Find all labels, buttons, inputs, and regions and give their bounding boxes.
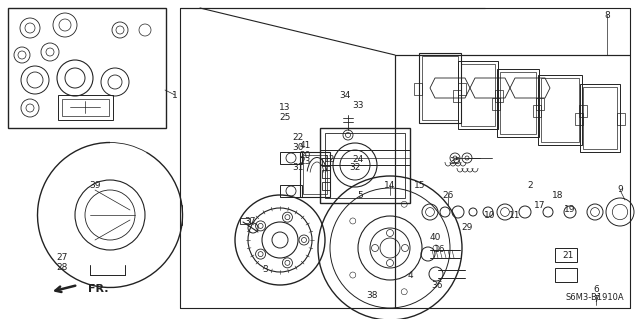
Bar [280, 152, 302, 164]
Text: 6: 6 [593, 286, 599, 294]
Text: 32: 32 [349, 164, 361, 173]
Text: 41: 41 [300, 140, 310, 150]
Text: 7: 7 [593, 295, 599, 305]
Bar [320, 150, 410, 165]
Bar [458, 61, 498, 129]
Bar [62, 99, 109, 116]
Text: 15: 15 [414, 181, 426, 189]
Text: S6M3-B1910A: S6M3-B1910A [565, 293, 623, 302]
Bar [414, 83, 422, 95]
Text: 18: 18 [552, 190, 564, 199]
Text: 38: 38 [366, 291, 378, 300]
Bar [322, 170, 330, 178]
Bar [322, 158, 330, 166]
Text: 33: 33 [352, 100, 364, 109]
Text: 25: 25 [279, 114, 291, 122]
Bar [322, 182, 330, 190]
Text: 22: 22 [292, 133, 303, 143]
Text: 34: 34 [339, 91, 351, 100]
Text: 27: 27 [56, 254, 68, 263]
Text: 19: 19 [564, 205, 576, 214]
Text: 31: 31 [292, 164, 304, 173]
Bar [453, 90, 461, 102]
Text: 36: 36 [431, 280, 443, 290]
Text: 29: 29 [461, 224, 473, 233]
Text: 21: 21 [563, 250, 573, 259]
Text: 37: 37 [244, 218, 256, 226]
Bar [497, 69, 539, 137]
Bar [300, 152, 330, 197]
Text: 26: 26 [442, 190, 454, 199]
Bar [280, 185, 302, 197]
Text: 35: 35 [449, 158, 461, 167]
Text: 4: 4 [407, 271, 413, 279]
Bar [461, 64, 495, 126]
Bar [579, 105, 587, 117]
Bar [495, 90, 503, 102]
Bar [492, 98, 500, 110]
Bar [500, 72, 536, 134]
Text: 11: 11 [509, 211, 521, 219]
Bar [538, 75, 582, 145]
Bar [575, 113, 583, 125]
Bar [320, 128, 410, 203]
Text: 20: 20 [300, 151, 310, 160]
Bar [583, 87, 617, 149]
Text: 40: 40 [429, 234, 441, 242]
Bar [240, 218, 250, 224]
Bar [419, 53, 461, 123]
Text: 10: 10 [484, 211, 496, 219]
Text: 16: 16 [435, 246, 445, 255]
Bar [541, 78, 579, 142]
Text: 13: 13 [279, 103, 291, 113]
Text: 24: 24 [353, 155, 364, 165]
Text: FR.: FR. [88, 284, 109, 294]
Text: 39: 39 [89, 181, 100, 189]
Bar [555, 248, 577, 262]
Bar [58, 95, 113, 120]
Text: 17: 17 [534, 201, 546, 210]
Text: 28: 28 [56, 263, 68, 272]
Bar [580, 84, 620, 152]
Bar [555, 268, 577, 282]
Bar [422, 56, 458, 120]
Bar [325, 133, 405, 198]
Bar [458, 83, 466, 95]
Bar [533, 105, 541, 117]
Text: 23: 23 [300, 158, 310, 167]
Text: 8: 8 [604, 11, 610, 19]
Text: 3: 3 [262, 265, 268, 275]
Text: 2: 2 [527, 181, 533, 189]
Text: 5: 5 [357, 190, 363, 199]
Bar [536, 98, 544, 110]
Bar [617, 113, 625, 125]
Text: 12: 12 [324, 155, 336, 165]
Text: 9: 9 [617, 186, 623, 195]
Text: 30: 30 [292, 144, 304, 152]
Bar [8, 8, 166, 128]
Bar [303, 155, 327, 194]
Text: 14: 14 [384, 181, 396, 189]
Text: 1: 1 [172, 91, 178, 100]
